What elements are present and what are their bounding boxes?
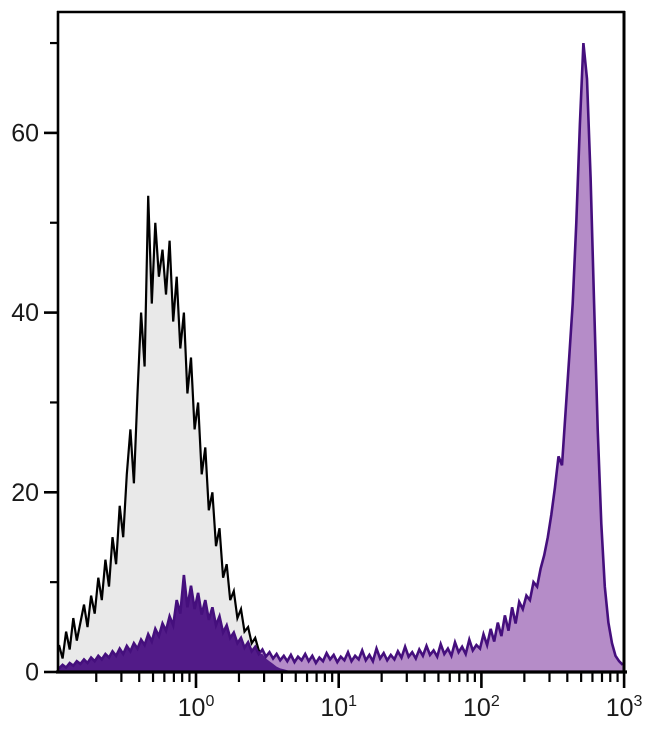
x-tick-label-10e3: 103 <box>606 693 643 722</box>
overlap-region-fill <box>59 575 309 672</box>
stained-histogram-outline <box>58 42 624 670</box>
y-tick-label-40: 40 <box>11 299 39 327</box>
y-tick-label-0: 0 <box>25 659 39 687</box>
x-tick-label-10e0: 100 <box>178 693 215 722</box>
y-tick-label-20: 20 <box>11 479 39 507</box>
y-tick-label-60: 60 <box>11 119 39 147</box>
x-tick-label-10e2: 102 <box>463 693 500 722</box>
x-tick-label-10e1: 101 <box>320 693 357 722</box>
stained-histogram-fill <box>59 43 623 673</box>
control-histogram-fill <box>59 195 309 673</box>
